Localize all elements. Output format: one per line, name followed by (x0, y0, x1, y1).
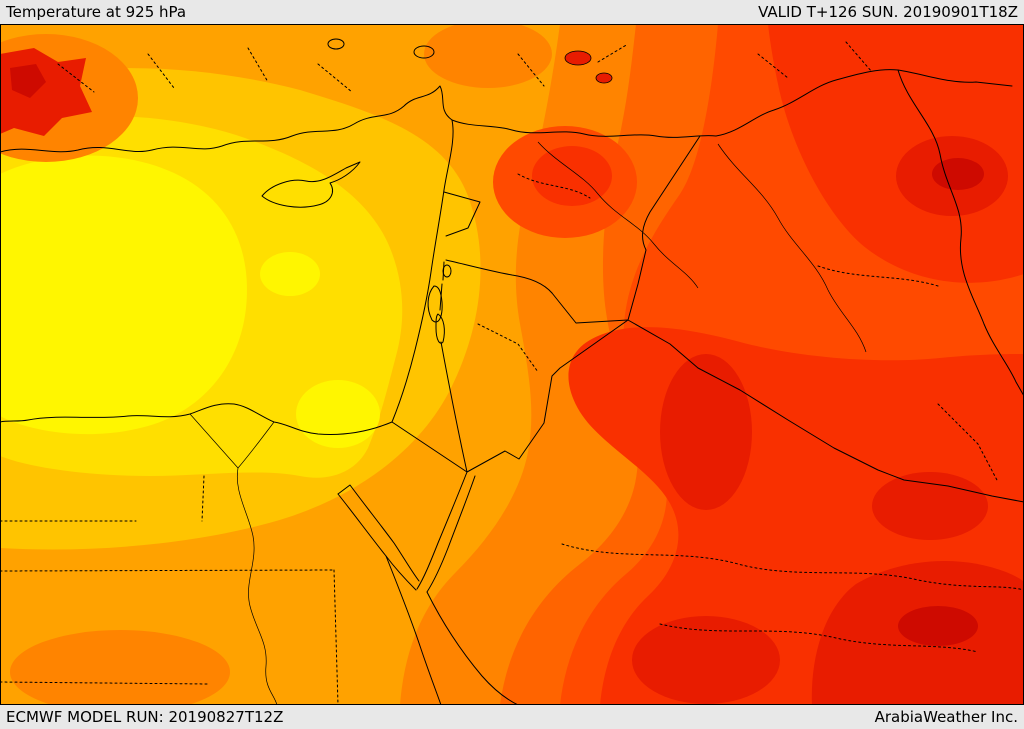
israel-egypt-border (391, 421, 468, 473)
turkey-admin (57, 41, 873, 93)
tigris-river (717, 143, 867, 353)
iran-border (897, 69, 1024, 397)
country-borders (391, 69, 1024, 503)
temp-deep-red-midright (872, 472, 988, 540)
turkey-syria-border (451, 69, 1013, 138)
saudi-admin-1 (561, 543, 1024, 591)
temperature-field (0, 24, 1024, 705)
lebanon-borders (443, 191, 481, 237)
weather-map-figure (0, 24, 1024, 705)
nile-river (236, 467, 278, 705)
temp-bright-spot (260, 252, 320, 296)
gulf-of-aqaba-east-shore (426, 475, 476, 593)
tuz-lake (564, 50, 592, 66)
iran-admin (937, 403, 999, 483)
red-sea-west-shore (385, 555, 442, 705)
iraq-saudi-border (627, 319, 1024, 503)
temp-dark-red-bottomright-core (898, 606, 978, 646)
mediterranean-coastline (0, 85, 454, 435)
coastlines (0, 85, 519, 705)
temp-deep-red-bottomcenter (632, 616, 780, 704)
jordan-saudi-border (466, 319, 629, 473)
weather-map (0, 24, 1024, 705)
syria-iraq-border (627, 135, 701, 321)
lake-egirdir (413, 45, 435, 59)
header-bar: Temperature at 925 hPa VALID T+126 SUN. … (0, 0, 1024, 24)
temp-bright-coastal (296, 380, 380, 448)
lake-beysehir (327, 38, 345, 50)
jordan-syria-border (445, 259, 553, 294)
temp-bright-yellow (0, 155, 247, 435)
temp-deep-orange-egypt (10, 630, 230, 705)
iraq-admin (817, 265, 939, 287)
red-sea-east-shore (426, 591, 519, 705)
admin-borders (0, 41, 1024, 705)
egypt-admin-4 (0, 681, 209, 685)
jordan-iraq-border (551, 292, 629, 324)
temp-deep-red-tongue (660, 354, 752, 510)
branding-label: ArabiaWeather Inc. (874, 708, 1018, 726)
saudi-admin-2 (659, 623, 979, 653)
nile-delta-west-branch (189, 413, 239, 469)
sea-of-galilee (442, 264, 452, 278)
euphrates-river (537, 141, 699, 289)
gulf-of-aqaba-west-shore (416, 471, 468, 590)
temp-red-syria-core (532, 146, 612, 206)
temp-deep-orange-turkey (424, 24, 552, 88)
model-run-label: ECMWF MODEL RUN: 20190827T12Z (6, 708, 284, 726)
valid-time-label: VALID T+126 SUN. 20190901T18Z (758, 3, 1018, 21)
footer-bar: ECMWF MODEL RUN: 20190827T12Z ArabiaWeat… (0, 705, 1024, 729)
west-bank-outline (427, 285, 443, 323)
nile-delta-east-branch (237, 421, 275, 469)
temp-dark-red-corner-core (10, 64, 46, 98)
egypt-admin-2 (0, 569, 339, 705)
lakes (327, 38, 613, 344)
temp-dark-red-topright-core (932, 158, 984, 190)
salt-lake-small (595, 72, 613, 84)
map-title: Temperature at 925 hPa (6, 3, 187, 21)
gulf-of-suez-east-shore (337, 484, 420, 582)
rivers (189, 141, 867, 705)
dead-sea (435, 313, 445, 344)
jordan-admin (477, 323, 539, 373)
cyprus-island-outline (261, 161, 361, 208)
